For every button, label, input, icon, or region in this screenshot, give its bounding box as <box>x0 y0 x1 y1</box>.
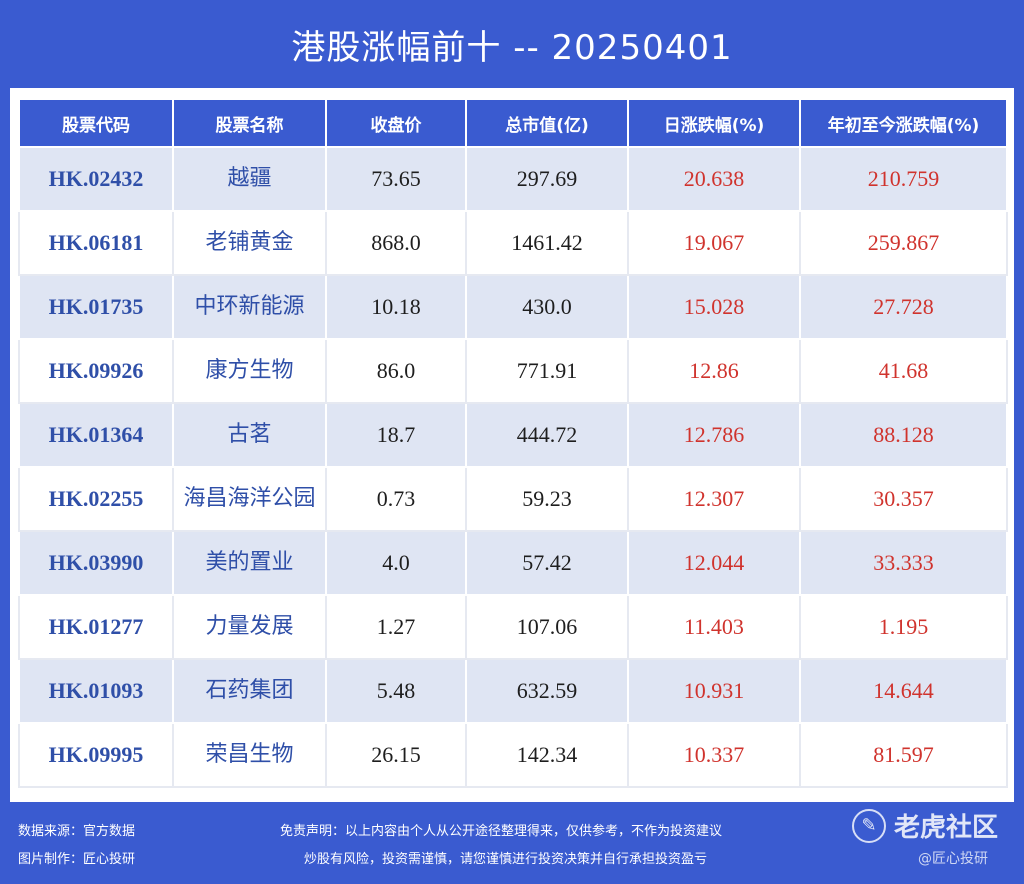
stock-name-cell: 康方生物 <box>172 338 327 404</box>
market-cap-cell: 142.34 <box>465 722 629 788</box>
stock-name-cell: 古茗 <box>172 402 327 468</box>
close-price-cell: 868.0 <box>325 210 467 276</box>
tiger-logo-icon: ✎ <box>852 808 886 843</box>
ytd-change-cell: 210.759 <box>799 146 1008 212</box>
stock-code-cell: HK.01364 <box>18 402 174 468</box>
column-header-code: 股票代码 <box>18 98 174 148</box>
ytd-change-cell: 41.68 <box>799 338 1008 404</box>
close-price-cell: 4.0 <box>325 530 467 596</box>
table-row: HK.06181 老铺黄金 868.0 1461.42 19.067 259.8… <box>18 210 1008 276</box>
stock-name-cell: 海昌海洋公园 <box>172 466 327 532</box>
daily-change-cell: 10.337 <box>627 722 801 788</box>
market-cap-cell: 57.42 <box>465 530 629 596</box>
brand-name: 老虎社区 <box>894 813 999 843</box>
close-price-cell: 10.18 <box>325 274 467 340</box>
table-row: HK.09926 康方生物 86.0 771.91 12.86 41.68 <box>18 338 1008 404</box>
ytd-change-cell: 88.128 <box>799 402 1008 468</box>
market-cap-cell: 444.72 <box>465 402 629 468</box>
stock-code-cell: HK.02432 <box>18 146 174 212</box>
ytd-change-cell: 30.357 <box>799 466 1008 532</box>
stock-code-cell: HK.01277 <box>18 594 174 660</box>
stock-name-cell: 中环新能源 <box>172 274 327 340</box>
daily-change-cell: 12.786 <box>627 402 801 468</box>
footer: 数据来源：官方数据 图片制作：匠心投研 免责声明：以上内容由个人从公开途径整理得… <box>0 802 1024 884</box>
market-cap-cell: 1461.42 <box>465 210 629 276</box>
table-header-row: 股票代码 股票名称 收盘价 总市值(亿) 日涨跌幅(%) 年初至今涨跌幅(%) <box>18 98 1008 148</box>
daily-change-cell: 11.403 <box>627 594 801 660</box>
stock-table-panel: 股票代码 股票名称 收盘价 总市值(亿) 日涨跌幅(%) 年初至今涨跌幅(%) … <box>10 88 1014 802</box>
market-cap-cell: 297.69 <box>465 146 629 212</box>
daily-change-cell: 15.028 <box>627 274 801 340</box>
daily-change-cell: 10.931 <box>627 658 801 724</box>
close-price-cell: 26.15 <box>325 722 467 788</box>
page-title: 港股涨幅前十 -- 20250401 <box>291 27 733 68</box>
market-cap-cell: 632.59 <box>465 658 629 724</box>
stock-name-cell: 美的置业 <box>172 530 327 596</box>
stock-code-cell: HK.09995 <box>18 722 174 788</box>
stock-code-cell: HK.02255 <box>18 466 174 532</box>
daily-change-cell: 12.044 <box>627 530 801 596</box>
daily-change-cell: 20.638 <box>627 146 801 212</box>
stock-code-cell: HK.03990 <box>18 530 174 596</box>
close-price-cell: 1.27 <box>325 594 467 660</box>
column-header-daily-change: 日涨跌幅(%) <box>627 98 801 148</box>
daily-change-cell: 12.307 <box>627 466 801 532</box>
daily-change-cell: 19.067 <box>627 210 801 276</box>
close-price-cell: 18.7 <box>325 402 467 468</box>
stock-name-cell: 老铺黄金 <box>172 210 327 276</box>
stock-code-cell: HK.01093 <box>18 658 174 724</box>
close-price-cell: 0.73 <box>325 466 467 532</box>
close-price-cell: 73.65 <box>325 146 467 212</box>
column-header-close-price: 收盘价 <box>325 98 467 148</box>
table-row: HK.01364 古茗 18.7 444.72 12.786 88.128 <box>18 402 1008 468</box>
table-row: HK.02432 越疆 73.65 297.69 20.638 210.759 <box>18 146 1008 212</box>
column-header-market-cap: 总市值(亿) <box>465 98 629 148</box>
column-header-ytd-change: 年初至今涨跌幅(%) <box>799 98 1008 148</box>
stock-code-cell: HK.01735 <box>18 274 174 340</box>
watermark-text: @匠心投研 <box>918 851 988 867</box>
daily-change-cell: 12.86 <box>627 338 801 404</box>
brand-logo: ✎ 老虎社区 <box>852 807 998 844</box>
market-cap-cell: 59.23 <box>465 466 629 532</box>
ytd-change-cell: 14.644 <box>799 658 1008 724</box>
made-by-text: 图片制作：匠心投研 <box>18 852 136 867</box>
table-row: HK.01277 力量发展 1.27 107.06 11.403 1.195 <box>18 594 1008 660</box>
ytd-change-cell: 81.597 <box>799 722 1008 788</box>
close-price-cell: 5.48 <box>325 658 467 724</box>
stock-name-cell: 荣昌生物 <box>172 722 327 788</box>
table-row: HK.09995 荣昌生物 26.15 142.34 10.337 81.597 <box>18 722 1008 788</box>
disclaimer-text: 免责声明：以上内容由个人从公开途径整理得来，仅供参考，不作为投资建议 <box>280 824 723 839</box>
stock-name-cell: 力量发展 <box>172 594 327 660</box>
table-row: HK.01093 石药集团 5.48 632.59 10.931 14.644 <box>18 658 1008 724</box>
stock-code-cell: HK.06181 <box>18 210 174 276</box>
data-source-text: 数据来源：官方数据 <box>18 824 136 839</box>
table-row: HK.03990 美的置业 4.0 57.42 12.044 33.333 <box>18 530 1008 596</box>
stock-name-cell: 越疆 <box>172 146 327 212</box>
close-price-cell: 86.0 <box>325 338 467 404</box>
stock-name-cell: 石药集团 <box>172 658 327 724</box>
column-header-name: 股票名称 <box>172 98 327 148</box>
ytd-change-cell: 259.867 <box>799 210 1008 276</box>
table-row: HK.02255 海昌海洋公园 0.73 59.23 12.307 30.357 <box>18 466 1008 532</box>
ytd-change-cell: 1.195 <box>799 594 1008 660</box>
market-cap-cell: 430.0 <box>465 274 629 340</box>
risk-warning-text: 炒股有风险，投资需谨慎，请您谨慎进行投资决策并自行承担投资盈亏 <box>304 852 708 867</box>
market-cap-cell: 107.06 <box>465 594 629 660</box>
ytd-change-cell: 27.728 <box>799 274 1008 340</box>
market-cap-cell: 771.91 <box>465 338 629 404</box>
table-row: HK.01735 中环新能源 10.18 430.0 15.028 27.728 <box>18 274 1008 340</box>
stock-code-cell: HK.09926 <box>18 338 174 404</box>
top-gainers-table: 股票代码 股票名称 收盘价 总市值(亿) 日涨跌幅(%) 年初至今涨跌幅(%) … <box>18 98 1008 788</box>
ytd-change-cell: 33.333 <box>799 530 1008 596</box>
